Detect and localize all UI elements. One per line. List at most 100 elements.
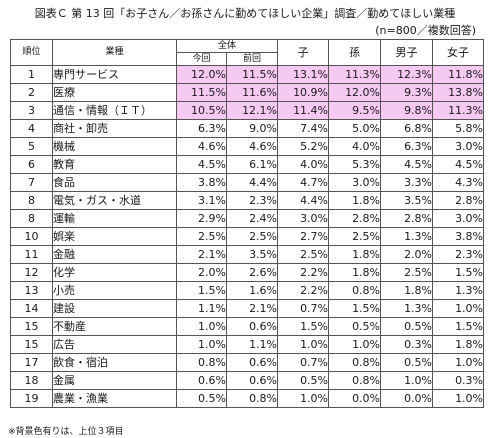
current-percent-cell: 1.5%	[176, 281, 227, 300]
boy-percent-cell: 12.3%	[380, 65, 434, 84]
girl-percent-cell: 2.8%	[432, 191, 485, 210]
girl-percent-cell: 1.3%	[432, 281, 485, 300]
table-row: 6 教育 4.5% 6.1% 4.0% 5.3% 4.5% 4.5%	[10, 155, 485, 174]
table-row: 12 化学 2.0% 2.6% 2.2% 1.8% 2.5% 1.5%	[10, 263, 485, 282]
current-percent-cell: 3.1%	[176, 191, 227, 210]
previous-percent-cell: 0.6%	[225, 353, 279, 372]
grandchild-percent-cell: 1.8%	[328, 245, 382, 264]
industry-cell: 食品	[52, 173, 177, 192]
boy-percent-cell: 1.3%	[380, 299, 434, 318]
rank-cell: 5	[10, 137, 53, 156]
previous-percent-cell: 2.3%	[225, 191, 279, 210]
girl-percent-cell: 1.0%	[432, 389, 485, 408]
rank-cell: 1	[10, 65, 53, 84]
grandchild-percent-cell: 2.5%	[328, 227, 382, 246]
boy-percent-cell: 2.0%	[380, 245, 434, 264]
current-percent-cell: 1.0%	[176, 335, 227, 354]
grandchild-percent-cell: 5.3%	[328, 155, 382, 174]
girl-percent-cell: 3.8%	[432, 227, 485, 246]
current-percent-cell: 10.5%	[176, 101, 227, 120]
industry-cell: 金融	[52, 245, 177, 264]
boy-percent-cell: 9.3%	[380, 83, 434, 102]
current-percent-cell: 0.8%	[176, 353, 227, 372]
previous-percent-cell: 12.1%	[225, 101, 279, 120]
header-rank: 順位	[10, 39, 53, 66]
boy-percent-cell: 0.5%	[380, 353, 434, 372]
previous-percent-cell: 2.4%	[225, 209, 279, 228]
current-percent-cell: 2.1%	[176, 245, 227, 264]
boy-percent-cell: 2.5%	[380, 263, 434, 282]
boy-percent-cell: 9.8%	[380, 101, 434, 120]
previous-percent-cell: 4.6%	[225, 137, 279, 156]
current-percent-cell: 11.5%	[176, 83, 227, 102]
table-row: 15 広告 1.0% 1.1% 1.0% 1.0% 0.3% 1.8%	[10, 335, 485, 354]
current-percent-cell: 1.0%	[176, 317, 227, 336]
header-current: 今回	[176, 52, 227, 66]
grandchild-percent-cell: 1.0%	[328, 335, 382, 354]
child-percent-cell: 11.4%	[277, 101, 330, 120]
child-percent-cell: 0.5%	[277, 371, 330, 390]
industry-cell: 娯楽	[52, 227, 177, 246]
girl-percent-cell: 3.0%	[432, 137, 485, 156]
girl-percent-cell: 11.3%	[432, 101, 485, 120]
current-percent-cell: 0.6%	[176, 371, 227, 390]
industry-cell: 建設	[52, 299, 177, 318]
previous-percent-cell: 0.8%	[225, 389, 279, 408]
previous-percent-cell: 0.6%	[225, 371, 279, 390]
girl-percent-cell: 3.0%	[432, 209, 485, 228]
table-row: 4 商社・卸売 6.3% 9.0% 7.4% 5.0% 6.8% 5.8%	[10, 119, 485, 138]
child-percent-cell: 1.0%	[277, 389, 330, 408]
previous-percent-cell: 2.6%	[225, 263, 279, 282]
boy-percent-cell: 3.3%	[380, 173, 434, 192]
industry-cell: 化学	[52, 263, 177, 282]
industry-cell: 金属	[52, 371, 177, 390]
rank-cell: 12	[10, 263, 53, 282]
girl-percent-cell: 1.0%	[432, 353, 485, 372]
previous-percent-cell: 4.4%	[225, 173, 279, 192]
table-row: 13 小売 1.5% 1.6% 2.2% 0.8% 1.8% 1.3%	[10, 281, 485, 300]
child-percent-cell: 4.4%	[277, 191, 330, 210]
rank-cell: 6	[10, 155, 53, 174]
rank-cell: 19	[10, 389, 53, 408]
current-percent-cell: 1.1%	[176, 299, 227, 318]
grandchild-percent-cell: 12.0%	[328, 83, 382, 102]
rank-cell: 8	[10, 191, 53, 210]
rank-cell: 18	[10, 371, 53, 390]
grandchild-percent-cell: 4.0%	[328, 137, 382, 156]
girl-percent-cell: 1.8%	[432, 335, 485, 354]
child-percent-cell: 0.7%	[277, 299, 330, 318]
industry-cell: 通信・情報（ＩＴ）	[52, 101, 177, 120]
boy-percent-cell: 2.8%	[380, 209, 434, 228]
industry-cell: 小売	[52, 281, 177, 300]
child-percent-cell: 3.0%	[277, 209, 330, 228]
child-percent-cell: 13.1%	[277, 65, 330, 84]
rank-cell: 8	[10, 209, 53, 228]
industry-cell: 商社・卸売	[52, 119, 177, 138]
grandchild-percent-cell: 0.0%	[328, 389, 382, 408]
boy-percent-cell: 6.8%	[380, 119, 434, 138]
table-body: 1 専門サービス 12.0% 11.5% 13.1% 11.3% 12.3% 11.8% 2 医療…	[10, 65, 485, 408]
girl-percent-cell: 5.8%	[432, 119, 485, 138]
previous-percent-cell: 2.5%	[225, 227, 279, 246]
previous-percent-cell: 2.1%	[225, 299, 279, 318]
current-percent-cell: 2.0%	[176, 263, 227, 282]
current-percent-cell: 2.9%	[176, 209, 227, 228]
table-row: 11 金融 2.1% 3.5% 2.5% 1.8% 2.0% 2.3%	[10, 245, 485, 264]
girl-percent-cell: 4.3%	[432, 173, 485, 192]
grandchild-percent-cell: 1.8%	[328, 263, 382, 282]
grandchild-percent-cell: 0.8%	[328, 281, 382, 300]
header-previous: 前回	[225, 52, 279, 66]
girl-percent-cell: 1.5%	[432, 263, 485, 282]
sample-size-note: (n=800／複数回答)	[375, 24, 476, 37]
current-percent-cell: 6.3%	[176, 119, 227, 138]
header-girl: 女子	[432, 39, 485, 66]
current-percent-cell: 4.5%	[176, 155, 227, 174]
table-row: 19 農業・漁業 0.5% 0.8% 1.0% 0.0% 0.0% 1.0%	[10, 389, 485, 408]
table-row: 3 通信・情報（ＩＴ） 10.5% 12.1% 11.4% 9.5% 9.8% 11.3%	[10, 101, 485, 120]
grandchild-percent-cell: 9.5%	[328, 101, 382, 120]
table-row: 10 娯楽 2.5% 2.5% 2.7% 2.5% 1.3% 3.8%	[10, 227, 485, 246]
industry-cell: 飲食・宿泊	[52, 353, 177, 372]
previous-percent-cell: 1.6%	[225, 281, 279, 300]
boy-percent-cell: 6.3%	[380, 137, 434, 156]
grandchild-percent-cell: 0.8%	[328, 353, 382, 372]
